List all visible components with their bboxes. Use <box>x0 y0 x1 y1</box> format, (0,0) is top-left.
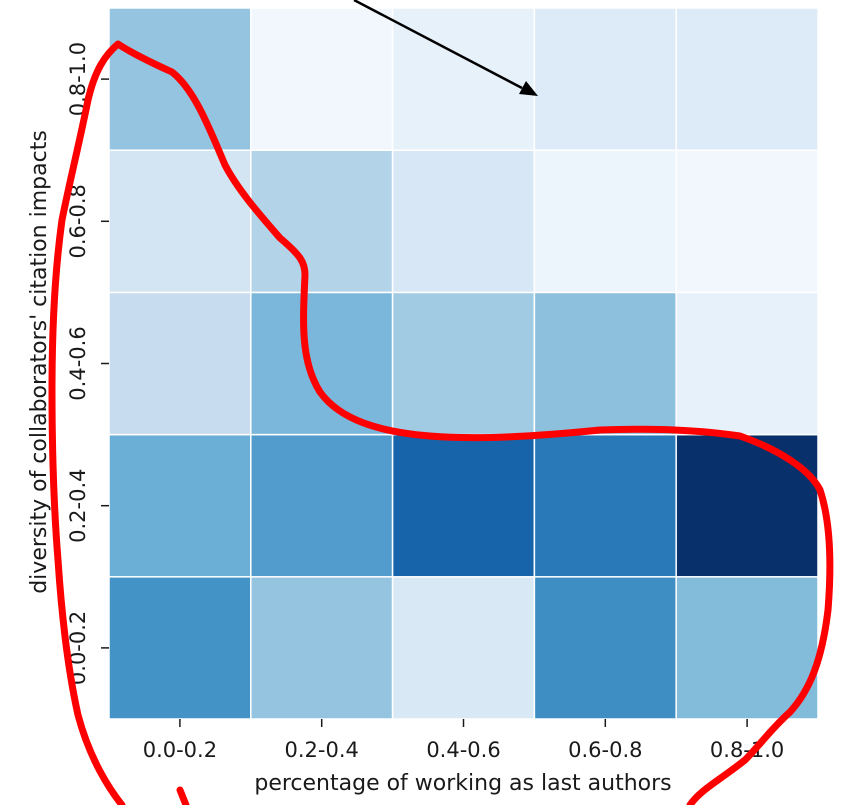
x-tick-label: 0.2-0.4 <box>285 738 359 762</box>
heatmap-cell <box>675 433 819 578</box>
heatmap-cell <box>391 576 536 720</box>
heatmap-cell <box>250 291 394 436</box>
heatmap-cell <box>108 291 252 436</box>
heatmap-cell <box>250 433 394 578</box>
x-axis-label: percentage of working as last authors <box>254 771 671 796</box>
heatmap-cell <box>108 576 252 720</box>
heatmap-cell <box>675 291 819 436</box>
heatmap-cell <box>391 433 536 578</box>
y-tick-label: 0.2-0.4 <box>66 469 90 543</box>
heatmap-cell <box>533 7 677 151</box>
heatmap-cell <box>533 576 677 720</box>
y-axis-label: diversity of collaborators' citation imp… <box>27 130 52 594</box>
heatmap-cell <box>391 149 536 294</box>
freehand-red-outline <box>48 40 834 809</box>
y-axis-ticks: 0.0-0.20.2-0.40.4-0.60.6-0.80.8-1.0 <box>66 42 109 685</box>
x-tick-label: 0.0-0.2 <box>143 738 217 762</box>
y-tick-label: 0.4-0.6 <box>66 326 90 400</box>
heatmap-cell <box>250 7 394 151</box>
x-tick-label: 0.6-0.8 <box>568 738 642 762</box>
heatmap-cell <box>675 576 819 720</box>
heatmap-cell <box>108 433 252 578</box>
heatmap-cell <box>391 291 536 436</box>
heatmap-cell <box>391 7 536 151</box>
x-tick-label: 0.4-0.6 <box>426 738 500 762</box>
heatmap-cell <box>533 149 677 294</box>
heatmap-cell <box>675 7 819 151</box>
heatmap-cell <box>533 291 677 436</box>
x-axis-ticks: 0.0-0.2 0.2-0.4 0.4-0.6 0.6-0.8 0.8-1.0 <box>143 719 784 762</box>
heatmap-cell <box>675 149 819 294</box>
arrow-line <box>353 0 523 90</box>
heatmap-cells <box>108 7 819 720</box>
heatmap-cell <box>250 149 394 294</box>
annotation-arrow <box>353 0 538 96</box>
heatmap-cell <box>533 433 677 578</box>
heatmap-cell <box>250 576 394 720</box>
arrow-head <box>519 81 538 96</box>
